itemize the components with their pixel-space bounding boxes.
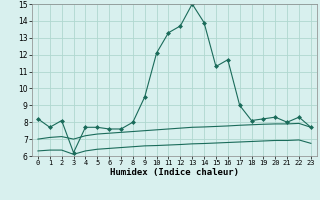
X-axis label: Humidex (Indice chaleur): Humidex (Indice chaleur) <box>110 168 239 177</box>
